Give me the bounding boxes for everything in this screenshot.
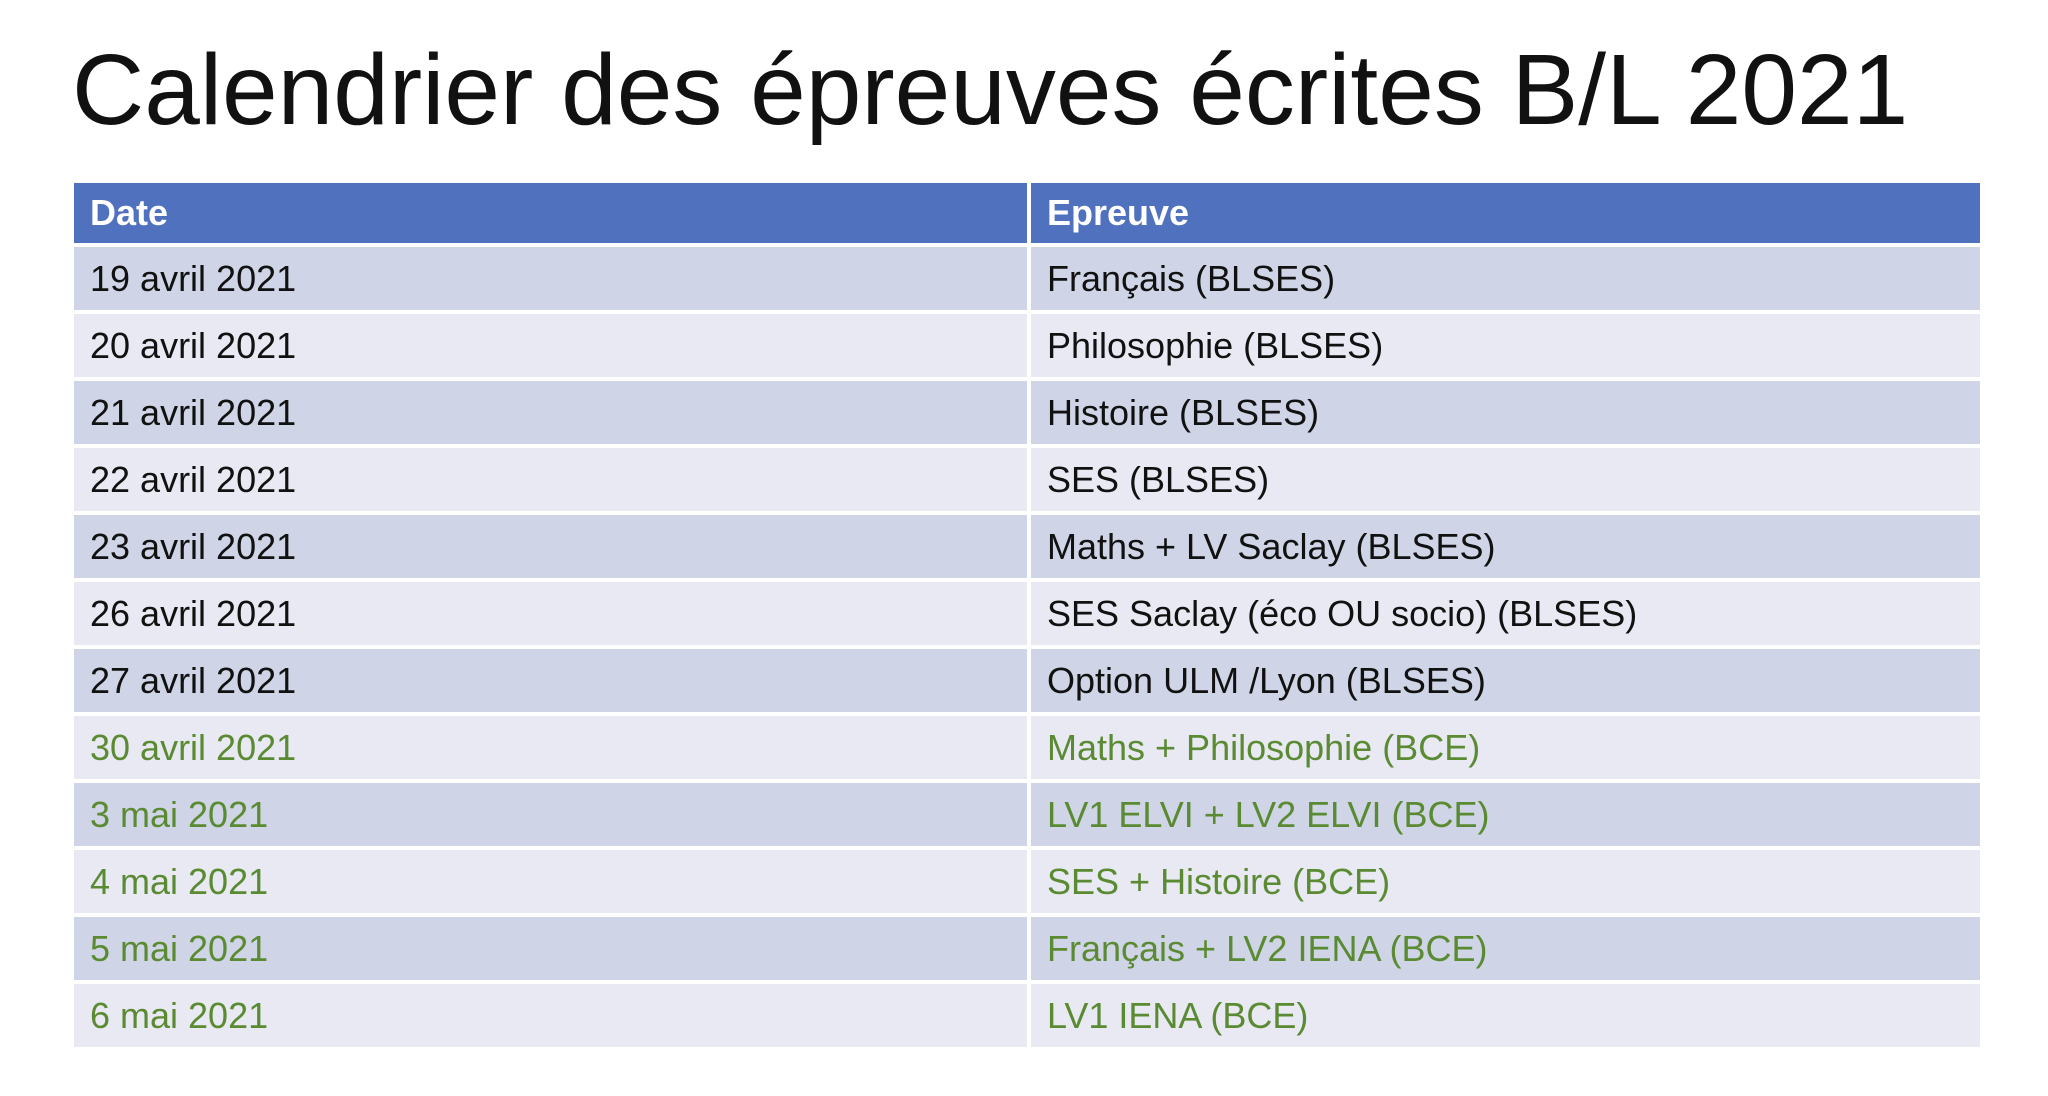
date-cell: 26 avril 2021 xyxy=(74,582,1027,649)
epreuve-cell: LV1 ELVI + LV2 ELVI (BCE) xyxy=(1027,783,1980,850)
table-row: 5 mai 2021 Français + LV2 IENA (BCE) xyxy=(74,917,1980,984)
epreuve-cell: Maths + LV Saclay (BLSES) xyxy=(1027,515,1980,582)
epreuve-cell: SES + Histoire (BCE) xyxy=(1027,850,1980,917)
epreuve-cell: Philosophie (BLSES) xyxy=(1027,314,1980,381)
date-cell: 20 avril 2021 xyxy=(74,314,1027,381)
epreuve-cell: SES (BLSES) xyxy=(1027,448,1980,515)
date-cell: 3 mai 2021 xyxy=(74,783,1027,850)
epreuve-cell: Histoire (BLSES) xyxy=(1027,381,1980,448)
epreuve-cell: Maths + Philosophie (BCE) xyxy=(1027,716,1980,783)
date-cell: 19 avril 2021 xyxy=(74,247,1027,314)
date-cell: 30 avril 2021 xyxy=(74,716,1027,783)
table-row: 30 avril 2021 Maths + Philosophie (BCE) xyxy=(74,716,1980,783)
table-row: 27 avril 2021 Option ULM /Lyon (BLSES) xyxy=(74,649,1980,716)
epreuve-cell: LV1 IENA (BCE) xyxy=(1027,984,1980,1051)
date-cell: 22 avril 2021 xyxy=(74,448,1027,515)
schedule-table: Date Epreuve 19 avril 2021 Français (BLS… xyxy=(74,183,1980,1051)
date-cell: 23 avril 2021 xyxy=(74,515,1027,582)
date-cell: 6 mai 2021 xyxy=(74,984,1027,1051)
epreuve-cell: Français (BLSES) xyxy=(1027,247,1980,314)
epreuve-cell: Option ULM /Lyon (BLSES) xyxy=(1027,649,1980,716)
epreuve-cell: Français + LV2 IENA (BCE) xyxy=(1027,917,1980,984)
table-row: 21 avril 2021 Histoire (BLSES) xyxy=(74,381,1980,448)
table-row: 22 avril 2021 SES (BLSES) xyxy=(74,448,1980,515)
table-row: 4 mai 2021 SES + Histoire (BCE) xyxy=(74,850,1980,917)
table-row: 19 avril 2021 Français (BLSES) xyxy=(74,247,1980,314)
page-title: Calendrier des épreuves écrites B/L 2021 xyxy=(72,34,1909,146)
date-cell: 5 mai 2021 xyxy=(74,917,1027,984)
table-row: 20 avril 2021 Philosophie (BLSES) xyxy=(74,314,1980,381)
table-row: 6 mai 2021 LV1 IENA (BCE) xyxy=(74,984,1980,1051)
table-row: 3 mai 2021 LV1 ELVI + LV2 ELVI (BCE) xyxy=(74,783,1980,850)
column-header-date: Date xyxy=(74,183,1027,247)
date-cell: 4 mai 2021 xyxy=(74,850,1027,917)
table-row: 26 avril 2021 SES Saclay (éco OU socio) … xyxy=(74,582,1980,649)
table-header-row: Date Epreuve xyxy=(74,183,1980,247)
date-cell: 27 avril 2021 xyxy=(74,649,1027,716)
column-header-epreuve: Epreuve xyxy=(1027,183,1980,247)
table-row: 23 avril 2021 Maths + LV Saclay (BLSES) xyxy=(74,515,1980,582)
epreuve-cell: SES Saclay (éco OU socio) (BLSES) xyxy=(1027,582,1980,649)
date-cell: 21 avril 2021 xyxy=(74,381,1027,448)
